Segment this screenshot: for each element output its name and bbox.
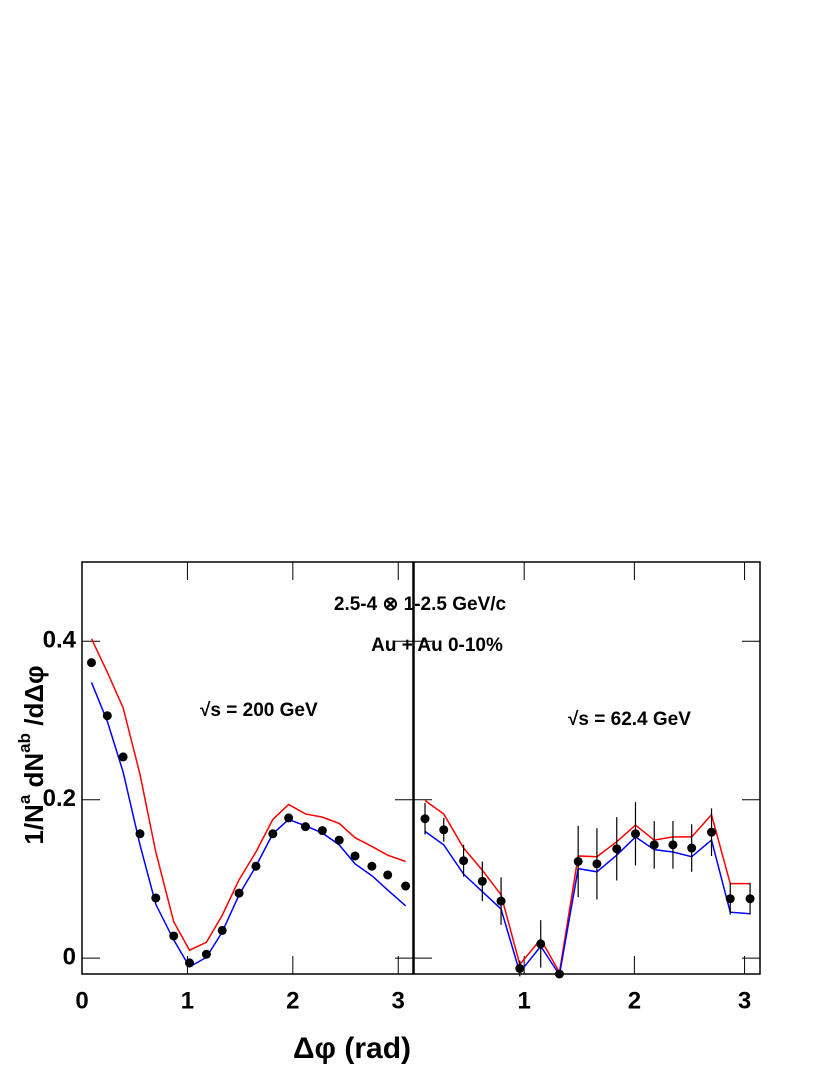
data-point [383,870,393,880]
data-point [284,813,294,823]
chart-title: 2.5-4 ⊗ 1-2.5 GeV/c [334,594,507,615]
data-point [118,752,128,762]
x-tick-label: 0 [75,987,88,1014]
data-point [102,711,112,721]
x-tick-label: 2 [286,987,299,1014]
data-point [86,658,96,668]
data-point [630,829,640,839]
data-point [317,826,327,836]
data-point [151,893,161,903]
data-point [668,840,678,850]
data-point [217,925,227,935]
data-point [251,861,261,871]
data-point [234,888,244,898]
x-tick-label: 3 [738,987,751,1014]
model-line [90,682,407,968]
x-tick-label: 3 [392,987,405,1014]
model-line [90,638,406,952]
x-axis-label: Δφ (rad) [293,1032,411,1065]
data-point [536,939,546,949]
chart-subtitle: Au + Au 0-10% [371,635,503,656]
annotation: √s = 200 GeV [200,700,318,721]
y-label-part: 1/N [19,804,49,844]
y-axis-label: 1/Na dNab /dΔφ [15,665,48,844]
y-label-part: /dΔφ [19,665,49,733]
data-point [592,859,602,869]
data-point [300,822,310,832]
data-point [745,894,755,904]
data-point [573,856,583,866]
data-point [554,969,564,979]
data-point [367,861,377,871]
data-point [420,814,430,824]
data-point [201,949,211,959]
data-point [439,825,449,835]
y-tick-label: 0.2 [43,785,76,812]
data-point [135,829,145,839]
y-tick-label: 0.4 [43,627,77,654]
data-point [185,958,195,968]
data-point [401,881,411,891]
data-point [477,876,487,886]
data-point [687,843,697,853]
data-point [334,835,344,845]
annotation: √s = 62.4 GeV [568,709,691,730]
x-tick-label: 1 [518,987,531,1014]
data-point [515,963,525,973]
y-label-part: a [15,794,34,804]
data-point [268,829,278,839]
model-line [424,799,751,975]
plot-frame [81,561,414,975]
data-point [350,851,360,861]
data-point [612,844,622,854]
x-tick-label: 2 [628,987,641,1014]
x-tick-label: 1 [181,987,194,1014]
data-point [169,931,179,941]
y-label-part: ab [15,733,34,753]
data-point [496,896,506,906]
data-point [649,840,659,850]
data-point [707,827,717,837]
y-label-part: dN [19,753,49,795]
data-point [459,856,469,866]
plot-frame [413,561,761,975]
model-line [424,830,751,977]
y-tick-label: 0 [63,943,76,970]
data-point [725,894,735,904]
